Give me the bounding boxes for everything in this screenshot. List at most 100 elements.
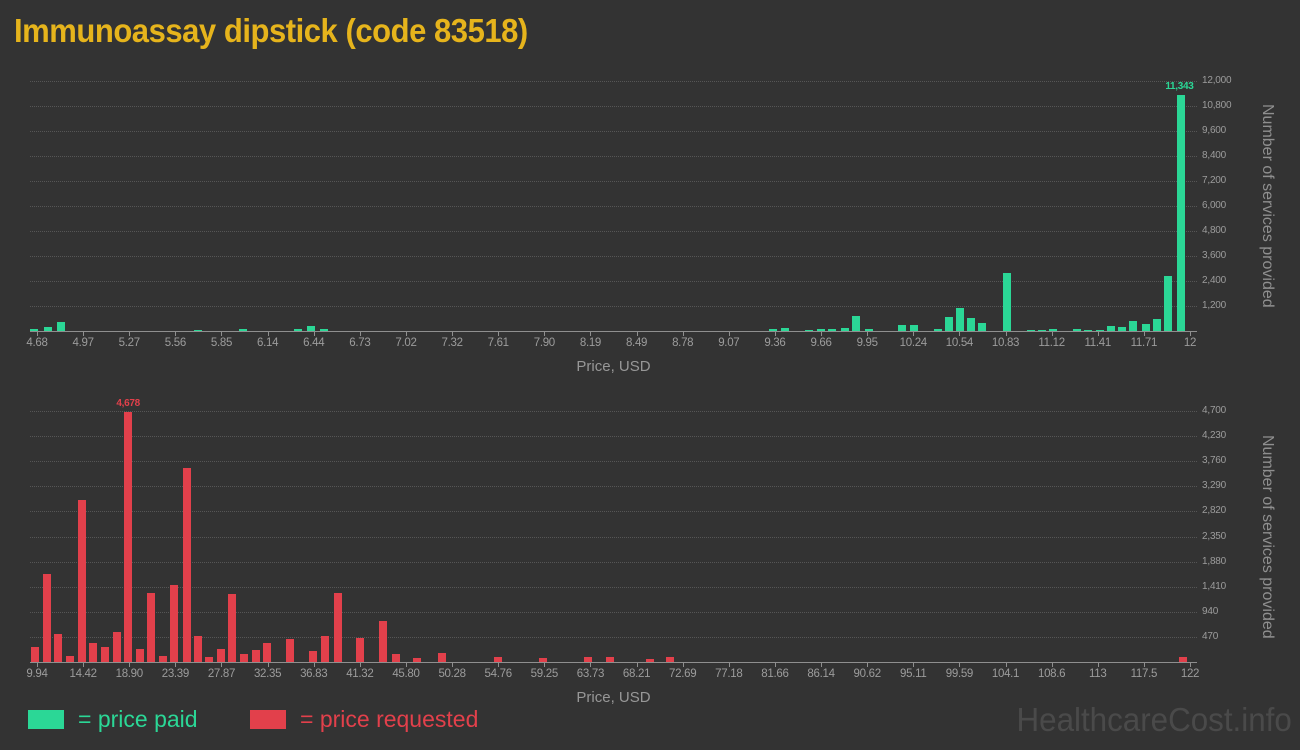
bar[interactable]: [124, 412, 133, 662]
y-tick-label: 2,400: [1202, 275, 1227, 286]
bar[interactable]: [263, 643, 272, 662]
bar[interactable]: [216, 649, 225, 662]
bar[interactable]: [294, 328, 303, 331]
bar[interactable]: [967, 318, 976, 331]
bar[interactable]: [30, 646, 39, 662]
bar[interactable]: [1179, 656, 1187, 662]
bar[interactable]: [933, 328, 942, 331]
bar[interactable]: [1129, 321, 1138, 331]
bar[interactable]: [77, 499, 86, 662]
bar[interactable]: [29, 329, 38, 331]
bar[interactable]: [978, 322, 987, 331]
grid-line: [30, 81, 1197, 82]
bar[interactable]: [1152, 318, 1161, 331]
x-tick-label: 8.49: [625, 337, 648, 349]
bar[interactable]: [768, 329, 777, 331]
bar[interactable]: [239, 329, 248, 331]
bar[interactable]: [100, 647, 109, 662]
bar[interactable]: [307, 325, 316, 331]
bar[interactable]: [1072, 328, 1081, 331]
x-tick-label: 9.66: [810, 337, 832, 349]
x-tick-label: 5.27: [118, 337, 140, 349]
bar[interactable]: [391, 653, 400, 662]
bar[interactable]: [321, 635, 330, 662]
bar[interactable]: [158, 655, 167, 662]
bar[interactable]: [42, 573, 51, 662]
bar[interactable]: [1176, 94, 1185, 331]
bar[interactable]: [319, 328, 328, 331]
bar[interactable]: [53, 634, 62, 662]
bar[interactable]: [852, 316, 861, 331]
grid-line: [30, 536, 1197, 538]
bar[interactable]: [539, 657, 548, 662]
bar[interactable]: [817, 328, 826, 331]
legend-label-paid[interactable]: = price paid: [78, 706, 198, 732]
bar[interactable]: [841, 328, 850, 331]
bar[interactable]: [333, 593, 342, 662]
bar[interactable]: [193, 636, 202, 662]
legend-swatch-paid[interactable]: [28, 710, 64, 729]
bar[interactable]: [864, 329, 873, 331]
legend-item-price-requested[interactable]: = price requested: [250, 706, 478, 733]
bar[interactable]: [251, 649, 260, 662]
bar[interactable]: [956, 308, 965, 331]
bar[interactable]: [1003, 272, 1012, 331]
bar[interactable]: [285, 639, 294, 662]
bar[interactable]: [1141, 324, 1150, 331]
x-axis-title-bottom: Price, USD: [576, 689, 651, 706]
y-tick-label: 1,880: [1202, 555, 1227, 567]
x-axis-tick: [728, 332, 730, 336]
bar[interactable]: [182, 468, 191, 662]
grid-line: [30, 436, 1197, 438]
bar[interactable]: [1048, 328, 1057, 331]
bar[interactable]: [781, 328, 790, 331]
x-tick-label: 6.73: [349, 337, 371, 349]
bar[interactable]: [494, 656, 503, 662]
bar[interactable]: [804, 329, 813, 331]
x-tick-label: 14.42: [69, 668, 97, 680]
bar[interactable]: [228, 594, 237, 662]
bar[interactable]: [828, 328, 837, 331]
legend-label-requested[interactable]: = price requested: [300, 706, 479, 732]
bar[interactable]: [1118, 326, 1127, 331]
bar[interactable]: [645, 659, 654, 662]
bar[interactable]: [438, 653, 447, 662]
bar[interactable]: [309, 650, 318, 662]
bar[interactable]: [355, 637, 364, 662]
x-tick-label: 45.80: [392, 668, 420, 680]
bar[interactable]: [379, 620, 388, 662]
x-axis-tick: [867, 332, 869, 336]
legend-swatch-requested[interactable]: [250, 710, 286, 729]
bar[interactable]: [413, 657, 422, 662]
bar[interactable]: [1163, 276, 1172, 331]
bar[interactable]: [66, 655, 75, 662]
bar[interactable]: [1096, 329, 1105, 331]
bar[interactable]: [584, 657, 593, 662]
bar[interactable]: [240, 653, 249, 662]
bar[interactable]: [169, 584, 178, 662]
bar[interactable]: [665, 657, 674, 662]
bar[interactable]: [1083, 329, 1092, 331]
bar[interactable]: [112, 631, 121, 662]
bar[interactable]: [44, 326, 53, 331]
x-tick-label: 36.83: [300, 668, 328, 680]
bar[interactable]: [1037, 329, 1046, 331]
bar[interactable]: [89, 643, 98, 662]
bar[interactable]: [897, 325, 906, 331]
bar[interactable]: [193, 329, 202, 331]
x-axis-tick: [405, 663, 407, 667]
legend-item-price-paid[interactable]: = price paid: [28, 706, 198, 733]
bar[interactable]: [147, 593, 156, 662]
bar[interactable]: [1107, 326, 1116, 331]
bar[interactable]: [910, 325, 919, 331]
bar[interactable]: [1026, 329, 1035, 331]
x-axis-tick: [774, 332, 776, 336]
x-tick-label: 81.66: [761, 668, 789, 680]
bar[interactable]: [605, 657, 614, 662]
bar[interactable]: [204, 656, 213, 662]
x-axis-tick: [636, 663, 638, 667]
bar[interactable]: [56, 322, 65, 331]
bar[interactable]: [945, 316, 953, 331]
bar[interactable]: [135, 649, 144, 662]
x-axis-tick: [498, 332, 500, 336]
